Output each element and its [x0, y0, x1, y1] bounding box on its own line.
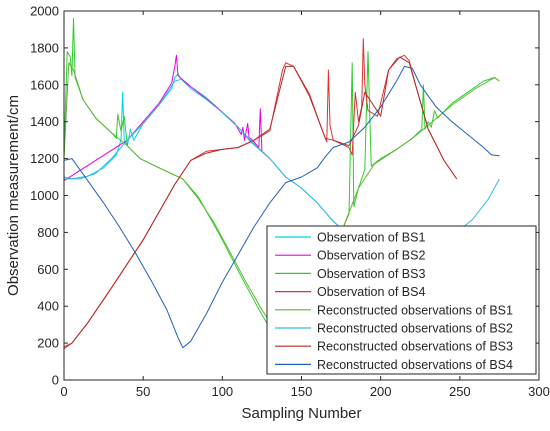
y-tick-label: 1600 [30, 77, 59, 92]
legend-box [266, 225, 537, 375]
legend-label-5: Reconstructed observations of BS1 [317, 303, 513, 317]
x-tick-label: 200 [370, 384, 392, 399]
y-tick-label: 400 [37, 299, 59, 314]
x-tick-label: 300 [528, 384, 550, 399]
legend-label-7: Reconstructed observations of BS3 [317, 340, 513, 354]
legend-label-3: Observation of BS3 [317, 267, 425, 281]
y-tick-label: 600 [37, 262, 59, 277]
y-tick-label: 2000 [30, 4, 59, 19]
legend-label-4: Observation of BS4 [317, 285, 425, 299]
legend-label-1: Observation of BS1 [317, 231, 425, 245]
x-tick-label: 0 [60, 384, 67, 399]
legend-label-6: Reconstructed observations of BS2 [317, 322, 513, 336]
y-tick-label: 1200 [30, 151, 59, 166]
y-tick-label: 800 [37, 225, 59, 240]
y-tick-label: 0 [52, 373, 59, 388]
x-tick-label: 100 [211, 384, 233, 399]
y-axis-label: Observation measurement/cm [5, 95, 22, 296]
y-tick-label: 200 [37, 336, 59, 351]
y-tick-label: 1400 [30, 114, 59, 129]
series-line-2 [63, 54, 271, 182]
x-tick-label: 150 [291, 384, 313, 399]
x-axis-label: Sampling Number [241, 405, 361, 422]
x-tick-label: 250 [449, 384, 471, 399]
ticks-layer: 0 50 100 150 200 250 300 0 200 400 600 800 1000 1200 1… [30, 4, 550, 400]
x-tick-label: 50 [136, 384, 150, 399]
y-tick-label: 1000 [30, 188, 59, 203]
y-tick-label: 1800 [30, 40, 59, 55]
legend-label-8: Reconstructed observations of BS4 [317, 358, 513, 372]
legend: Observation of BS1 Observation of BS2 Obse… [266, 225, 537, 375]
legend-label-2: Observation of BS2 [317, 249, 425, 263]
series-line-8 [63, 65, 500, 349]
series-line-7 [63, 56, 458, 350]
